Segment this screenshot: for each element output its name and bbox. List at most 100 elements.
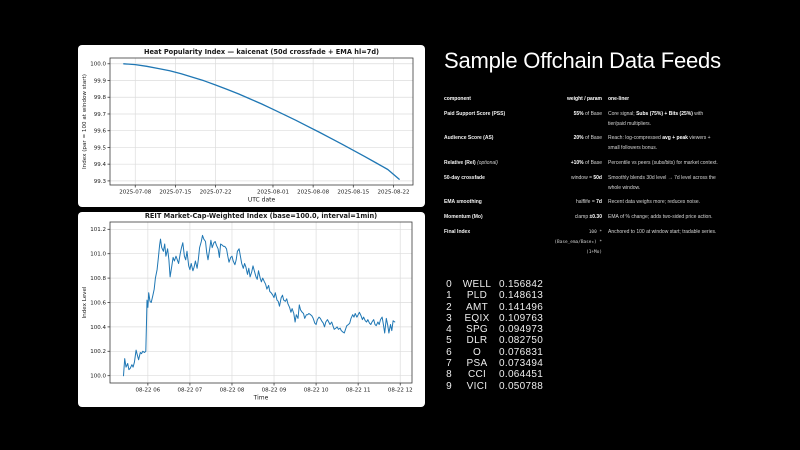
svg-text:100.2: 100.2 [90, 349, 106, 355]
component-cell: 50-day crossfade [444, 174, 485, 181]
holding-row: 6 O 0.076831 [444, 347, 543, 358]
component-cell: Relative (Rel) (optional) [444, 159, 498, 166]
holding-index: 3 [446, 312, 452, 324]
column-header-component: component [444, 96, 471, 102]
holding-weight: 0.148613 [499, 290, 544, 302]
component-cell: Paid Support Score (PSS) [444, 110, 506, 117]
heat-popularity-index-chart: 2025-07-08 2025-07-15 2025-07-22 2025-08-01… [78, 45, 425, 207]
svg-text:Index Level: Index Level [82, 286, 88, 318]
svg-text:08-22 07: 08-22 07 [178, 388, 203, 394]
svg-text:2025-08-08: 2025-08-08 [297, 190, 329, 196]
holdings-weight-list: 0 WELL 0.156842 1 PLD 0.148613 2 AMT 0.1… [444, 279, 543, 392]
svg-text:08-22 09: 08-22 09 [262, 388, 287, 394]
weight-param-cell: clamp ±0.30 [574, 214, 602, 221]
holding-row: 5 DLR 0.082750 [444, 335, 543, 346]
component-cell: Final Index [444, 228, 471, 235]
column-header-weight-param: weight / param [566, 96, 602, 102]
one-liner-cell: Recent data weighs more; reduces noise. [608, 199, 700, 206]
svg-text:08-22 06: 08-22 06 [135, 388, 160, 394]
weight-param-cell: halflife = 7d [576, 199, 602, 206]
one-liner-cell: Percentile vs peers (subs/bits) for mark… [608, 159, 718, 166]
holding-row: 8 CCI 0.064451 [444, 369, 543, 380]
weight-param-cell: window = 50d [571, 174, 602, 181]
holding-weight: 0.141496 [499, 301, 544, 313]
holding-index: 9 [446, 380, 452, 392]
weight-param-cell: 20% of Base [573, 135, 602, 142]
one-liner-cell: Reach: log-compressed avg + peak viewers… [608, 135, 711, 152]
svg-text:101.0: 101.0 [90, 252, 106, 258]
svg-text:08-22 11: 08-22 11 [346, 388, 371, 394]
holding-ticker: CCI [467, 369, 487, 381]
holding-row: 0 WELL 0.156842 [444, 279, 543, 290]
svg-text:2025-08-15: 2025-08-15 [337, 190, 369, 196]
svg-text:UTC date: UTC date [248, 197, 276, 204]
svg-text:2025-08-22: 2025-08-22 [378, 190, 410, 196]
svg-text:Time: Time [253, 395, 269, 402]
holding-weight: 0.109763 [499, 312, 544, 324]
holding-weight: 0.082750 [499, 335, 544, 347]
svg-text:99.4: 99.4 [94, 162, 107, 168]
weight-param-cell: 100 * (Base_ema/Base₀) * (1+Mo) [554, 229, 602, 255]
component-cell: EMA smoothing [444, 199, 482, 206]
holding-row: 2 AMT 0.141496 [444, 302, 543, 313]
one-liner-cell: Anchored to 100 at window start; tradabl… [608, 228, 717, 235]
svg-text:2025-07-15: 2025-07-15 [159, 190, 191, 196]
svg-text:2025-07-22: 2025-07-22 [200, 190, 232, 196]
holding-ticker: EQIX [464, 312, 490, 324]
holding-ticker: DLR [466, 335, 488, 347]
holding-index: 1 [446, 290, 452, 302]
holding-ticker: O [472, 346, 482, 358]
holding-ticker: PLD [466, 290, 488, 302]
svg-text:100.6: 100.6 [90, 300, 106, 306]
svg-text:100.8: 100.8 [90, 276, 106, 282]
holding-ticker: SPG [465, 324, 489, 336]
holding-ticker: WELL [462, 279, 492, 290]
svg-text:99.9: 99.9 [94, 78, 107, 84]
one-liner-cell: Smoothly blends 30d level → 7d level acr… [608, 174, 716, 191]
holding-row: 4 SPG 0.094973 [444, 324, 543, 335]
svg-text:2025-08-01: 2025-08-01 [257, 190, 289, 196]
svg-text:2025-07-08: 2025-07-08 [119, 190, 151, 196]
weight-param-cell: +10% of Base [570, 159, 602, 166]
holding-index: 4 [446, 324, 452, 336]
component-cell: Momentum (Mo) [444, 214, 483, 221]
component-cell: Audience Score (AS) [444, 135, 494, 142]
holding-row: 3 EQIX 0.109763 [444, 313, 543, 324]
holding-ticker: AMT [465, 301, 488, 313]
svg-text:100.4: 100.4 [90, 325, 106, 331]
svg-text:08-22 12: 08-22 12 [388, 388, 413, 394]
holding-weight: 0.073494 [499, 358, 544, 370]
svg-text:08-22 08: 08-22 08 [220, 388, 245, 394]
svg-text:100.0: 100.0 [90, 374, 106, 380]
holding-ticker: VICI [466, 380, 488, 392]
holding-index: 0 [446, 279, 452, 290]
holding-ticker: PSA [466, 358, 488, 370]
page-title: Sample Offchain Data Feeds [444, 48, 721, 73]
svg-text:99.6: 99.6 [94, 129, 107, 135]
svg-text:100.0: 100.0 [90, 62, 106, 68]
holding-row: 7 PSA 0.073494 [444, 358, 543, 369]
holding-weight: 0.064451 [499, 369, 544, 381]
holding-index: 7 [446, 358, 452, 370]
svg-text:99.5: 99.5 [94, 145, 107, 151]
holding-weight: 0.076831 [499, 346, 544, 358]
svg-text:99.7: 99.7 [94, 112, 107, 118]
svg-text:99.3: 99.3 [94, 179, 107, 185]
feed-components-table: component weight / param one-liner Paid … [444, 95, 724, 257]
svg-text:101.2: 101.2 [90, 227, 106, 233]
one-liner-cell: Core signal; Subs (75%) + Bits (25%) wit… [608, 110, 704, 127]
holding-weight: 0.094973 [499, 324, 544, 336]
holding-row: 1 PLD 0.148613 [444, 290, 543, 301]
weight-param-cell: 55% of Base [573, 110, 602, 117]
svg-text:Heat Popularity Index — kaicen: Heat Popularity Index — kaicenat (50d cr… [144, 48, 379, 56]
holding-weight: 0.050788 [499, 380, 544, 392]
holding-weight: 0.156842 [499, 279, 544, 290]
holding-index: 2 [446, 301, 452, 313]
svg-text:REIT Market-Cap-Weighted Index: REIT Market-Cap-Weighted Index (base=100… [145, 212, 377, 220]
holding-index: 6 [446, 346, 452, 358]
holding-row: 9 VICI 0.050788 [444, 381, 543, 392]
reit-index-chart: 08-22 06 08-22 07 08-22 08 08-22 09 08-22 10… [78, 212, 425, 407]
one-liner-cell: EMA of % change; adds two-sided price ac… [608, 214, 713, 221]
svg-text:Index (par = 100 at window sta: Index (par = 100 at window start) [82, 74, 88, 169]
